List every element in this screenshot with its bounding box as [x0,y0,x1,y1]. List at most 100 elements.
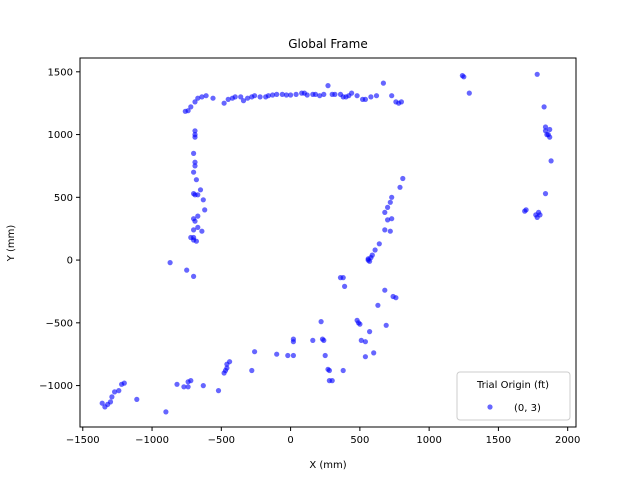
data-point [192,134,198,140]
data-point [321,337,327,343]
data-point [197,187,204,193]
legend-title: Trial Origin (ft) [476,380,549,391]
data-point [329,378,335,384]
data-point [174,381,180,387]
data-point [215,388,222,394]
data-point [548,158,554,164]
data-point [397,184,403,190]
data-point [116,388,122,394]
data-point [167,260,173,266]
y-tick-label: 500 [54,193,73,204]
data-point [184,267,190,273]
data-point [523,207,529,213]
x-axis-label: X (mm) [309,460,346,471]
data-point [191,227,197,233]
data-point [372,247,378,253]
y-tick-label: 1000 [48,130,73,141]
data-point [389,93,395,99]
data-point [362,354,368,360]
data-point [252,349,258,355]
data-point [195,192,201,198]
data-point [340,275,346,281]
data-point [112,389,118,395]
y-tick-label: 1500 [48,67,73,78]
data-point [202,207,208,213]
data-point [385,217,391,223]
legend: Trial Origin (ft) (0, 3) [456,371,571,421]
data-point [210,95,216,101]
data-point [185,379,191,385]
data-point [192,128,198,134]
plot-area-frame [79,57,577,428]
data-point [321,91,327,97]
data-point [542,191,549,197]
chart-title: Global Frame [288,37,367,51]
data-point [380,80,386,86]
data-point [203,93,209,99]
data-point [389,194,395,200]
data-point [368,94,374,100]
data-point [534,71,540,77]
data-point [354,93,360,99]
data-point [192,99,198,105]
data-point [199,94,205,100]
data-point [342,283,348,289]
data-point [393,295,399,301]
data-point [192,218,198,224]
data-point [200,197,206,203]
data-point [221,100,227,106]
data-point [221,370,227,376]
data-point [102,404,108,410]
data-point [163,409,169,415]
legend-entry: (0, 3) [514,403,541,414]
y-tick-label: 0 [67,256,73,267]
data-point [541,104,547,110]
data-point [340,367,346,374]
data-point [252,93,258,99]
data-point [191,169,197,175]
data-point [195,95,201,101]
data-point [109,394,115,400]
data-point [257,94,263,100]
data-point [293,91,299,97]
x-axis: −1500 −1000 −500 0 500 1000 1500 2000 [66,427,580,446]
points-layer [99,71,554,415]
data-point [461,74,467,80]
data-point [389,216,395,222]
data-point [191,150,197,156]
data-point [367,258,373,264]
data-point [375,302,381,308]
data-point [274,351,280,357]
data-point [358,337,364,343]
data-point [317,93,323,99]
data-point [191,234,197,241]
data-point [200,383,206,389]
data-point [367,329,373,335]
data-point [312,91,319,97]
data-point [265,93,271,99]
data-point [542,124,549,130]
y-tick-label: −500 [46,318,73,329]
data-point [290,339,296,345]
data-point [181,384,187,390]
data-point [224,361,230,367]
data-point [99,400,105,406]
data-point [285,352,291,359]
data-point [547,126,553,133]
data-point [270,92,276,98]
data-point [279,91,285,97]
data-point [382,287,388,293]
data-point [195,213,201,219]
x-tick-label: 1000 [416,435,441,446]
data-point [332,91,338,97]
y-tick-label: −1000 [39,381,73,392]
data-point [325,83,331,89]
data-point [326,367,332,374]
data-point [385,204,391,210]
legend-marker [487,404,493,410]
data-point [134,396,140,402]
data-point [322,352,328,359]
x-tick-label: 500 [350,435,369,446]
x-tick-label: 0 [287,435,293,446]
